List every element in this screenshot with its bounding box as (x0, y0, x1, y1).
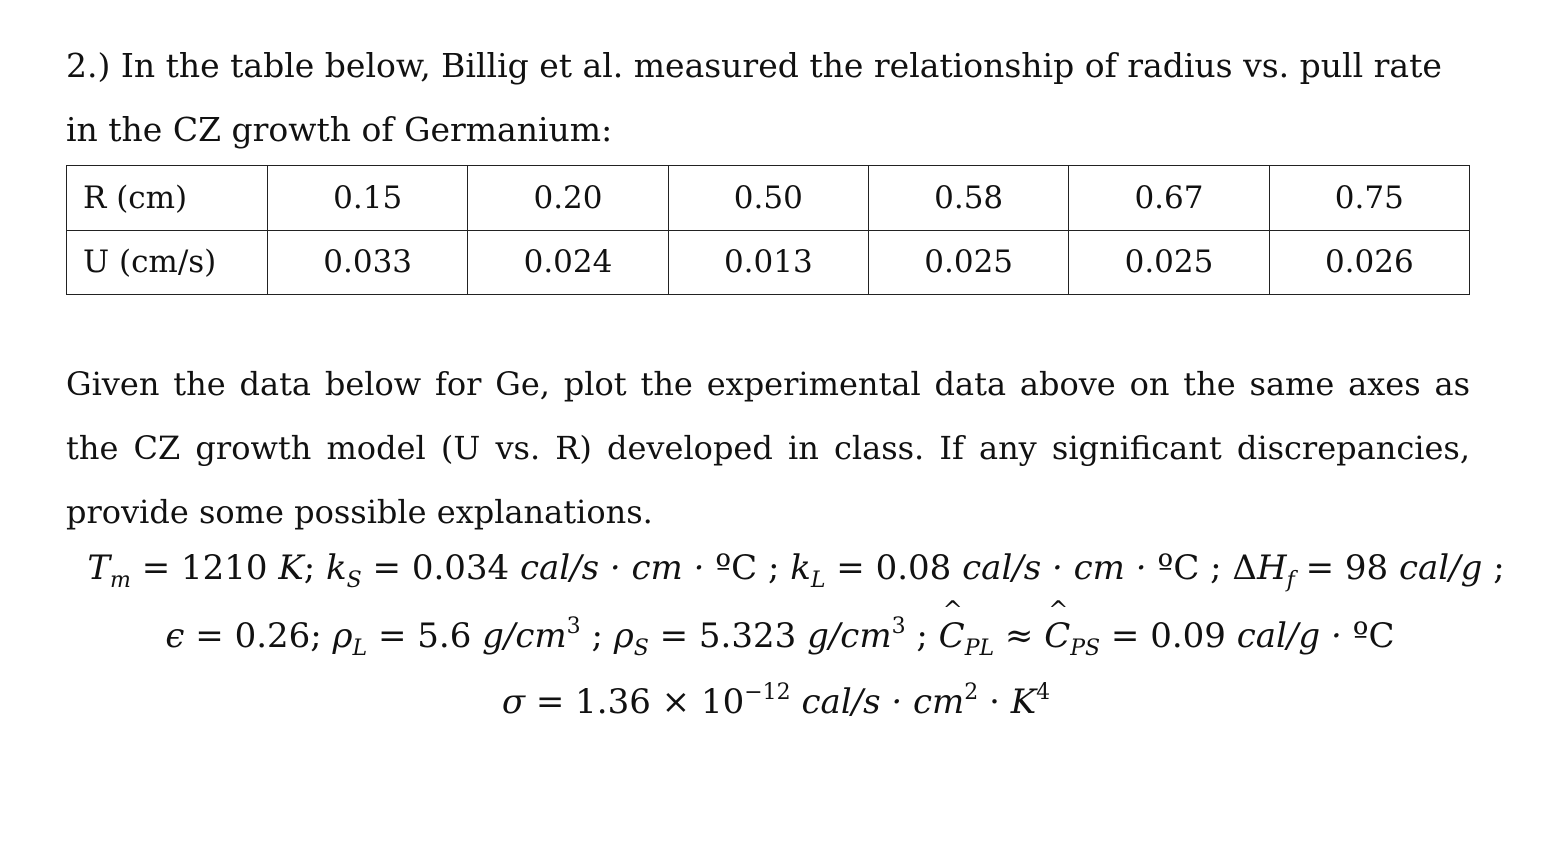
heat-capacity-value: 0.09 (1150, 616, 1226, 656)
melting-temp-value: 1210 (181, 548, 268, 588)
liquid-density-value: 5.6 (417, 616, 472, 656)
equation-line-1: Tm = 1210 K; kS = 0.034 cal/s · cm · ºC … (87, 548, 1505, 593)
table-cell: 0.15 (266, 165, 469, 231)
liquid-conductivity-value: 0.08 (875, 548, 952, 588)
table-row: U (cm/s) 0.033 0.024 0.013 0.025 0.025 0… (66, 229, 1471, 295)
stefan-boltzmann-mantissa: 1.36 (575, 682, 651, 722)
table-cell: 0.024 (467, 229, 669, 295)
row-label: U (cm/s) (66, 229, 268, 295)
table-cell: 0.025 (1068, 229, 1270, 295)
table-cell: 0.033 (266, 229, 469, 295)
emissivity-value: 0.26 (234, 616, 311, 656)
table-cell: 0.50 (667, 165, 869, 231)
equation-line-3: σ = 1.36 × 10−12 cal/s · cm2 · K4 (501, 680, 1051, 722)
table-cell: 0.013 (667, 229, 869, 295)
table-cell: 0.20 (467, 165, 669, 231)
stefan-boltzmann-exponent: −12 (744, 680, 791, 705)
table-cell: 0.025 (867, 229, 1070, 295)
row-label: R (cm) (66, 165, 268, 231)
problem-instructions: Given the data below for Ge, plot the ex… (66, 365, 1470, 531)
table-cell: 0.67 (1068, 165, 1270, 231)
data-table: R (cm) 0.15 0.20 0.50 0.58 0.67 0.75 U (… (66, 165, 1471, 295)
equation-line-2: ϵ = 0.26; ρL = 5.6 g/cm3 ; ρS = 5.323 g/… (4, 596, 1552, 661)
table-cell: 0.026 (1268, 229, 1471, 295)
solid-density-value: 5.323 (698, 616, 797, 656)
table-cell: 0.58 (867, 165, 1070, 231)
problem-intro: 2.) In the table below, Billig et al. me… (66, 46, 1442, 149)
heat-of-fusion-value: 98 (1344, 548, 1389, 588)
table-cell: 0.75 (1268, 165, 1471, 231)
table-row: R (cm) 0.15 0.20 0.50 0.58 0.67 0.75 (66, 165, 1471, 231)
solid-conductivity-value: 0.034 (411, 548, 510, 588)
